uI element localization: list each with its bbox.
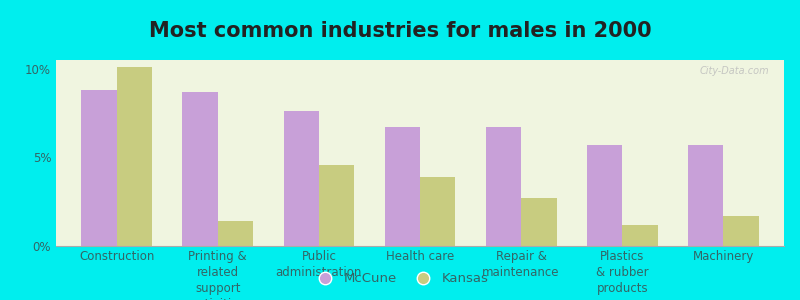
Bar <box>587 145 622 246</box>
Bar <box>319 164 354 246</box>
Bar <box>117 67 152 246</box>
Legend: McCune, Kansas: McCune, Kansas <box>306 267 494 290</box>
Text: Most common industries for males in 2000: Most common industries for males in 2000 <box>149 21 651 41</box>
Text: City-Data.com: City-Data.com <box>700 66 770 76</box>
Bar <box>486 127 521 246</box>
Bar <box>723 216 758 246</box>
Bar <box>182 92 218 246</box>
Bar <box>622 225 658 246</box>
Bar <box>385 127 420 246</box>
Bar <box>283 111 319 246</box>
Bar <box>688 145 723 246</box>
Bar <box>218 221 253 246</box>
Bar <box>420 177 455 246</box>
Bar <box>521 198 557 246</box>
Bar <box>82 90 117 246</box>
